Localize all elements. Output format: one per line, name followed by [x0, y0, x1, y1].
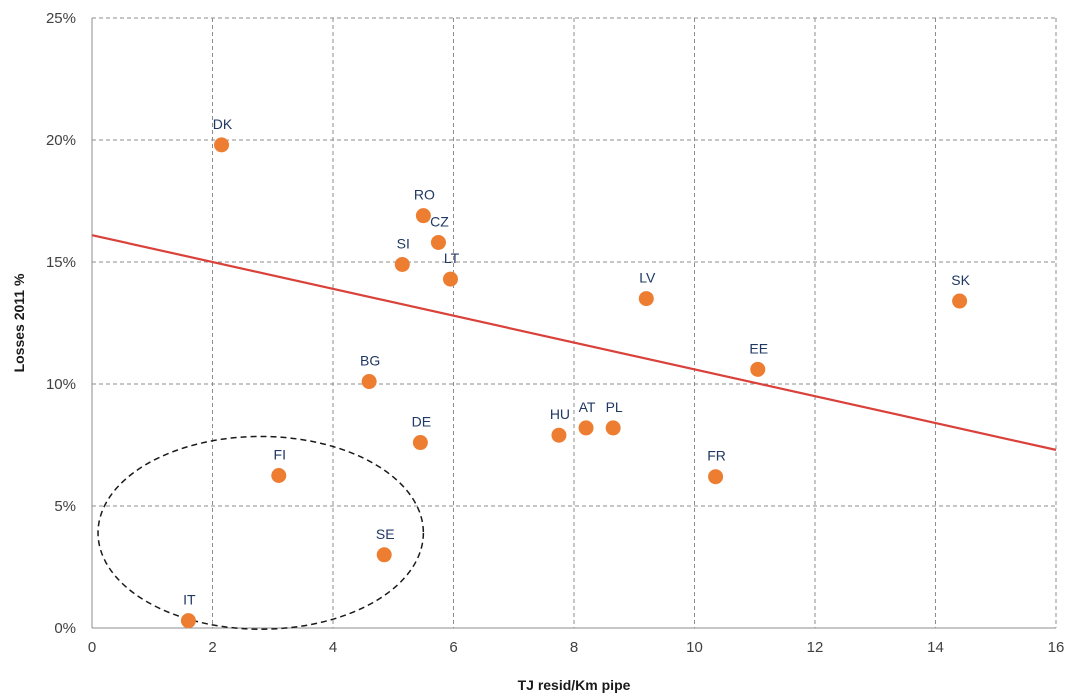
data-label: BG	[360, 353, 380, 369]
y-tick-label: 5%	[54, 498, 76, 515]
data-points: DK RO CZ SI LT LV SK EE BG HU AT PL DE FI FR SE IT	[180, 116, 971, 629]
data-label: HU	[550, 406, 570, 422]
data-label: LV	[639, 270, 656, 286]
data-label: EE	[749, 340, 768, 356]
grid-lines	[92, 17, 1056, 628]
data-label: CZ	[430, 213, 449, 229]
highlight-ellipse-layer	[97, 435, 425, 630]
y-tick-label: 25%	[46, 10, 76, 27]
data-point	[750, 361, 766, 377]
y-tick-label: 0%	[54, 620, 76, 637]
x-tick-label: 4	[329, 639, 337, 656]
data-label: DE	[412, 414, 431, 430]
data-point	[430, 234, 446, 250]
x-axis-ticks: 0 2 4 6 8 10 12 14 16	[88, 639, 1065, 656]
data-point	[578, 420, 594, 436]
x-tick-label: 0	[88, 639, 96, 656]
data-point	[605, 420, 621, 436]
data-label: SI	[397, 235, 410, 251]
data-point	[708, 469, 724, 485]
data-point	[638, 291, 654, 307]
y-tick-label: 10%	[46, 376, 76, 393]
data-point	[442, 271, 458, 287]
x-tick-label: 12	[807, 639, 824, 656]
data-point	[180, 613, 196, 629]
data-point	[952, 293, 968, 309]
data-label: IT	[183, 592, 196, 608]
x-tick-label: 2	[208, 639, 216, 656]
x-tick-label: 6	[449, 639, 457, 656]
data-point	[415, 208, 431, 224]
y-axis-ticks: 0% 5% 10% 15% 20% 25%	[46, 10, 76, 637]
data-label: LT	[444, 250, 460, 266]
data-point	[361, 374, 377, 390]
x-tick-label: 10	[686, 639, 703, 656]
data-point	[412, 435, 428, 451]
data-point	[271, 468, 287, 483]
data-label: SK	[951, 272, 970, 288]
x-tick-label: 14	[927, 639, 944, 656]
x-axis-title: TJ resid/Km pipe	[518, 677, 631, 693]
x-tick-label: 16	[1048, 639, 1065, 656]
highlight-ellipse	[97, 435, 425, 630]
data-label: SE	[376, 526, 395, 542]
data-point	[551, 427, 567, 443]
plot-area	[91, 18, 1057, 629]
x-tick-label: 8	[570, 639, 578, 656]
data-point	[394, 256, 410, 272]
trendline-layer	[91, 234, 1057, 451]
data-point	[376, 547, 392, 563]
y-tick-label: 20%	[46, 132, 76, 149]
data-label: DK	[213, 116, 233, 132]
data-label: AT	[579, 399, 596, 415]
data-label: PL	[606, 399, 623, 415]
y-axis-title: Losses 2011 %	[11, 273, 27, 372]
data-label: FI	[274, 447, 286, 463]
data-label: FR	[707, 448, 726, 464]
y-tick-label: 15%	[46, 254, 76, 271]
trendline	[91, 234, 1057, 451]
data-label: RO	[414, 187, 435, 203]
data-point	[214, 137, 230, 153]
